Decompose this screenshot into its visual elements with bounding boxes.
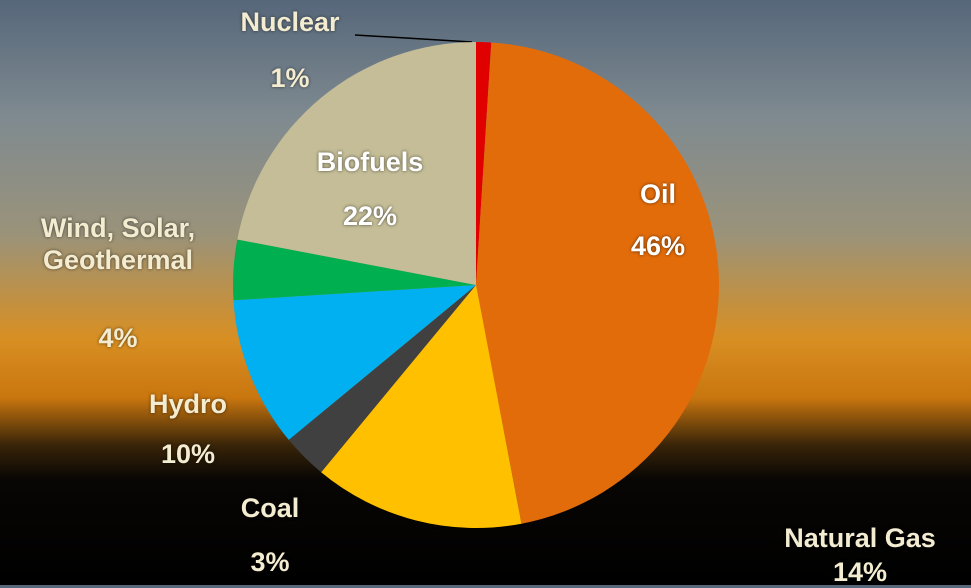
slice-label: Coal	[240, 493, 300, 523]
pie-slice	[476, 42, 719, 524]
slice-value-label: 14%	[832, 557, 888, 587]
slice-value-label: 3%	[250, 547, 290, 577]
slice-label: Nuclear	[240, 7, 340, 37]
slice-value-label: 10%	[160, 439, 216, 469]
slice-label: Hydro	[148, 389, 227, 419]
slice-label: Oil	[639, 179, 676, 209]
slice-value-label: 46%	[630, 231, 686, 261]
slice-label: Biofuels	[316, 147, 424, 177]
slice-value-label: 1%	[270, 63, 310, 93]
slice-value-label: 22%	[342, 201, 398, 231]
pie-slice	[237, 42, 476, 285]
pie-slice	[476, 42, 492, 285]
slice-label: Natural Gas	[784, 523, 936, 553]
slice-value-label: 4%	[98, 323, 138, 353]
pie-slice	[233, 285, 476, 440]
pie-slice	[233, 239, 476, 301]
leader-line	[354, 34, 473, 43]
pie-slice	[288, 285, 476, 473]
slice-label: Wind, Solar, Geothermal	[40, 213, 196, 275]
pie-slice	[321, 285, 522, 528]
